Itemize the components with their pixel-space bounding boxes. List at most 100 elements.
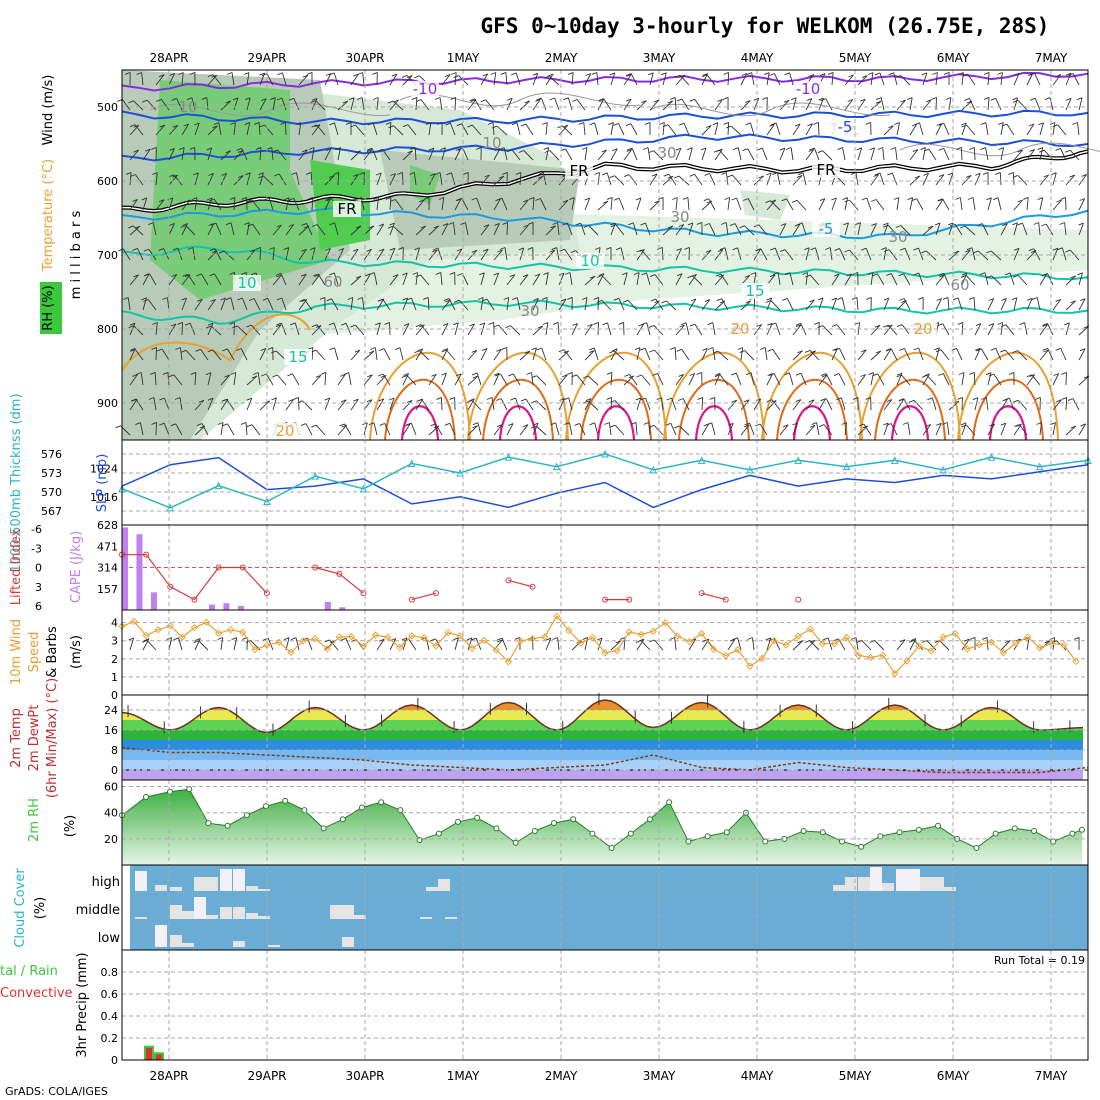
wind-barb bbox=[373, 272, 378, 286]
wind-barb-flag bbox=[457, 273, 463, 276]
wind-barb bbox=[857, 349, 867, 361]
wind-barb bbox=[987, 298, 995, 311]
wind-barb bbox=[450, 122, 456, 136]
wind-barb-flag bbox=[150, 371, 156, 375]
wind-barb-flag bbox=[301, 248, 307, 252]
wind-barb-flag bbox=[385, 196, 392, 200]
wind-barb bbox=[168, 223, 175, 236]
wind-barb-flag bbox=[1012, 174, 1019, 178]
wind-barb-flag bbox=[961, 424, 967, 428]
wind-barb-flag bbox=[926, 99, 932, 103]
wind-barb bbox=[324, 148, 332, 161]
wind-barb bbox=[361, 97, 365, 111]
wind-barb-flag bbox=[843, 222, 849, 226]
wind-barb bbox=[134, 349, 144, 361]
contour-label: 60 bbox=[323, 273, 342, 291]
cloud-bar bbox=[246, 886, 258, 891]
wind-barb bbox=[792, 175, 803, 186]
wind-barb bbox=[511, 149, 521, 161]
wind-barb-flag bbox=[652, 372, 658, 376]
wind-barb-flag bbox=[990, 97, 996, 101]
wind-barb bbox=[1072, 73, 1080, 86]
wind-barb-flag bbox=[532, 72, 538, 76]
wind-barb bbox=[540, 97, 547, 111]
wind-barb bbox=[967, 73, 976, 86]
chart-title: GFS 0~10day 3-hourly for WELKOM (26.75E,… bbox=[481, 14, 1050, 38]
wind-barb bbox=[485, 99, 495, 111]
wind-barb-flag bbox=[207, 322, 214, 326]
wind-barb bbox=[931, 397, 937, 411]
wind-barb-flag bbox=[596, 275, 603, 278]
wind-barb-flag bbox=[1042, 347, 1048, 351]
wind-barb-flag bbox=[270, 97, 276, 101]
wind-barb-flag bbox=[589, 122, 595, 126]
wind-barb-flag bbox=[450, 96, 456, 100]
y-axis-label: Speed bbox=[27, 632, 42, 673]
wind-speed-marker bbox=[492, 646, 500, 654]
wind-barb bbox=[267, 298, 274, 311]
wind-barb bbox=[257, 372, 261, 386]
wind-barb-flag bbox=[687, 147, 693, 151]
wind-barb-flag bbox=[471, 249, 478, 253]
wind-barb-flag bbox=[401, 637, 408, 641]
wind-barb bbox=[265, 373, 274, 386]
wind-barb-flag bbox=[343, 372, 349, 376]
wind-barb-flag bbox=[479, 322, 485, 326]
wind-barb bbox=[597, 172, 600, 186]
isotherm-20-loop bbox=[369, 352, 471, 441]
wind-barb-flag bbox=[1065, 97, 1072, 101]
wind-barb-flag bbox=[209, 248, 215, 252]
wind-barb-flag bbox=[1041, 223, 1047, 227]
wind-barb bbox=[1026, 250, 1037, 261]
precip-convective-bar bbox=[156, 1054, 162, 1060]
wind-barb bbox=[620, 247, 625, 261]
wind-barb bbox=[935, 274, 945, 286]
wind-barb bbox=[623, 98, 632, 111]
wind-barb-flag bbox=[980, 122, 986, 126]
wind-barb bbox=[419, 350, 430, 361]
wind-barb bbox=[666, 300, 677, 311]
wind-barb-flag bbox=[129, 322, 136, 326]
wind-barb-flag bbox=[809, 299, 815, 303]
wind-barb bbox=[701, 147, 707, 161]
wind-speed-marker bbox=[565, 626, 573, 635]
wind-barb-flag bbox=[195, 637, 201, 641]
wind-barb-flag bbox=[366, 248, 372, 252]
wind-barb-flag bbox=[143, 638, 150, 642]
wind-barb bbox=[129, 199, 138, 211]
wind-barb-flag bbox=[938, 272, 945, 276]
rh-marker bbox=[263, 803, 269, 810]
wind-speed-marker bbox=[685, 637, 694, 646]
wind-barb bbox=[879, 72, 885, 86]
wind-barb-flag bbox=[237, 297, 243, 301]
wind-barb-flag bbox=[979, 272, 986, 276]
wind-barb bbox=[1061, 247, 1067, 261]
wind-barb bbox=[880, 97, 885, 111]
wind-barb-flag bbox=[518, 247, 524, 251]
wind-barb bbox=[363, 149, 373, 161]
wind-barb-flag bbox=[205, 372, 212, 376]
wind-barb-flag bbox=[669, 637, 675, 640]
rh-marker bbox=[359, 804, 365, 811]
wind-barb bbox=[667, 124, 677, 136]
wind-barb-flag bbox=[1076, 97, 1083, 101]
wind-barb bbox=[272, 324, 282, 336]
wind-barb bbox=[373, 422, 378, 436]
run-total-label: Run Total = 0.19 bbox=[994, 954, 1085, 967]
wind-barb bbox=[241, 297, 248, 311]
wind-barb bbox=[207, 323, 214, 336]
wind-barb bbox=[129, 398, 138, 411]
date-label-top: 28APR bbox=[149, 51, 188, 65]
wind-barb-flag bbox=[745, 372, 752, 376]
wind-barb-flag bbox=[942, 296, 949, 300]
wind-barb bbox=[1057, 124, 1067, 136]
wind-barb bbox=[278, 173, 287, 186]
wind-barb-flag bbox=[1065, 72, 1072, 76]
date-label-bottom: 6MAY bbox=[937, 1069, 970, 1083]
wind-barb-flag bbox=[821, 398, 827, 401]
isotherm-20-loop bbox=[859, 352, 961, 441]
wind-barb bbox=[753, 398, 762, 411]
wind-barb-flag bbox=[862, 75, 868, 79]
wind-barb-flag bbox=[1065, 249, 1071, 253]
wind-barb bbox=[493, 249, 503, 261]
